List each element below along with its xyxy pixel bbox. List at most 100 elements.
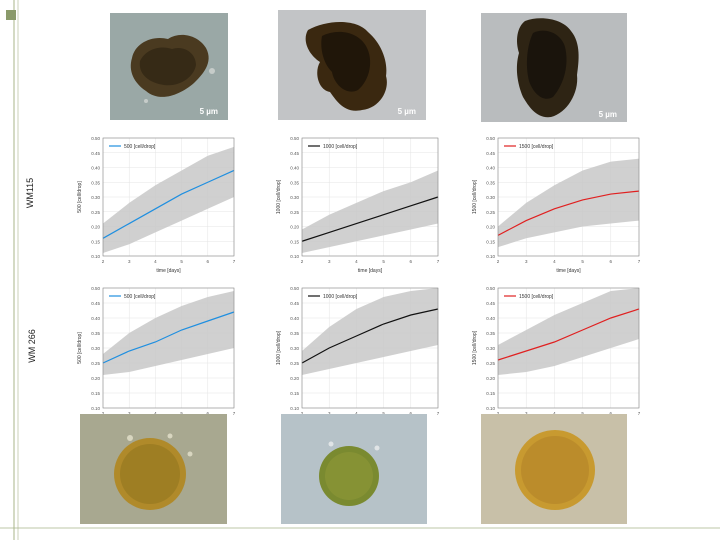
y-tick-label: 0.20 [486, 225, 495, 230]
spheroid-photo-top-3: 5 µm [481, 13, 627, 123]
confidence-band [103, 291, 234, 375]
spheroid-photo-top-2: 5 µm [278, 10, 426, 120]
y-tick-label: 0.35 [290, 180, 299, 185]
series-line [301, 196, 439, 242]
confidence-band [498, 288, 639, 375]
y-tick-label: 0.40 [486, 316, 495, 321]
y-tick-label: 0.35 [91, 180, 100, 185]
y-tick-label: 0.10 [91, 254, 100, 259]
spheroid-photo-bottom-1 [80, 414, 227, 524]
y-tick-label: 0.30 [486, 195, 495, 200]
scale-label: 5 µm [397, 107, 416, 116]
x-tick-label: 6 [207, 411, 210, 416]
y-tick-label: 0.15 [91, 239, 100, 244]
plot-frame [497, 137, 640, 257]
y-tick-label: 0.50 [91, 286, 100, 291]
chart-svg: 0.10 0.15 0.20 0.25 0.30 0.35 0.40 0.45 0.50 2 3 4 5… [77, 136, 236, 274]
y-tick-label: 0.45 [486, 301, 495, 306]
y-axis-label: 1500 [cell/drop] [472, 330, 478, 365]
spheroid-photo-top-1: 5 µm [110, 13, 228, 120]
y-tick-label: 0.40 [290, 316, 299, 321]
spheroid-photo-bottom-3 [481, 414, 627, 524]
x-tick-label: 3 [128, 259, 131, 264]
y-tick-label: 0.45 [290, 151, 299, 156]
y-axis-label: 1500 [cell/drop] [472, 179, 478, 214]
x-tick-label: 7 [233, 411, 236, 416]
confidence-band [498, 158, 639, 248]
x-tick-label: 4 [553, 411, 556, 416]
y-tick-label: 0.25 [91, 361, 100, 366]
growth-chart-wm266-500: 0.10 0.15 0.20 0.25 0.30 0.35 0.40 0.45 0.50 2 3 4 5… [73, 282, 238, 422]
x-tick-label: 3 [328, 411, 331, 416]
y-tick-label: 0.25 [290, 361, 299, 366]
series-line [497, 190, 640, 236]
y-axis-label: 1000 [cell/drop] [276, 179, 282, 214]
x-tick-label: 4 [553, 259, 556, 264]
x-tick-label: 2 [301, 411, 304, 416]
decor-square [6, 10, 16, 20]
x-tick-label: 3 [128, 411, 131, 416]
series-line [102, 311, 235, 364]
y-tick-label: 0.40 [91, 166, 100, 171]
growth-chart-wm115-1000: 0.10 0.15 0.20 0.25 0.30 0.35 0.40 0.45 0.50 2 3 4 5… [272, 132, 442, 282]
x-tick-label: 5 [382, 411, 385, 416]
x-tick-label: 3 [525, 259, 528, 264]
plot-frame [301, 287, 439, 409]
x-tick-label: 4 [355, 411, 358, 416]
y-tick-label: 0.20 [290, 225, 299, 230]
x-tick-label: 6 [610, 411, 613, 416]
plot-frame [301, 137, 439, 257]
legend-label: 500 [cell/drop] [124, 144, 156, 150]
legend: 1000 [cell/drop] [308, 144, 358, 150]
legend: 1000 [cell/drop] [308, 294, 358, 300]
x-tick-label: 6 [410, 259, 413, 264]
y-tick-label: 0.45 [290, 301, 299, 306]
y-tick-label: 0.30 [91, 346, 100, 351]
x-tick-label: 7 [437, 259, 440, 264]
x-tick-label: 3 [525, 411, 528, 416]
y-tick-label: 0.20 [91, 376, 100, 381]
growth-chart-wm115-500: 0.10 0.15 0.20 0.25 0.30 0.35 0.40 0.45 0.50 2 3 4 5… [73, 132, 238, 282]
x-tick-label: 2 [102, 411, 105, 416]
x-tick-label: 6 [410, 411, 413, 416]
x-tick-label: 6 [610, 259, 613, 264]
y-tick-label: 0.50 [91, 136, 100, 141]
x-tick-label: 3 [328, 259, 331, 264]
legend: 500 [cell/drop] [109, 294, 156, 300]
y-tick-label: 0.10 [290, 406, 299, 411]
y-axis-label: 500 [cell/drop] [77, 332, 83, 364]
y-tick-label: 0.50 [290, 286, 299, 291]
x-axis-label: time [days] [358, 268, 383, 274]
legend-label: 1000 [cell/drop] [323, 294, 358, 300]
series-line [497, 308, 640, 361]
legend-label: 1000 [cell/drop] [323, 144, 358, 150]
x-tick-label: 4 [355, 259, 358, 264]
y-tick-label: 0.40 [91, 316, 100, 321]
x-tick-label: 7 [638, 411, 641, 416]
chart-panel: WM115 WM 266 0.10 0.15 0.20 0.25 0.30 0.35 0.4… [25, 122, 655, 459]
y-tick-label: 0.10 [91, 406, 100, 411]
chart-svg: 0.10 0.15 0.20 0.25 0.30 0.35 0.40 0.45 0.50 2 3 4 5… [276, 286, 440, 416]
y-tick-label: 0.35 [486, 331, 495, 336]
x-tick-label: 6 [207, 259, 210, 264]
x-tick-label: 2 [102, 259, 105, 264]
x-tick-label: 2 [497, 411, 500, 416]
growth-chart-wm266-1000: 0.10 0.15 0.20 0.25 0.30 0.35 0.40 0.45 0.50 2 3 4 5… [272, 282, 442, 422]
chart-svg: 0.10 0.15 0.20 0.25 0.30 0.35 0.40 0.45 0.50 2 3 4 5… [472, 286, 641, 416]
plot-frame [497, 287, 640, 409]
y-tick-label: 0.35 [290, 331, 299, 336]
x-tick-label: 7 [437, 411, 440, 416]
growth-chart-wm266-1500: 0.10 0.15 0.20 0.25 0.30 0.35 0.40 0.45 0.50 2 3 4 5… [468, 282, 643, 422]
x-tick-label: 5 [581, 259, 584, 264]
y-tick-label: 0.30 [290, 346, 299, 351]
x-tick-label: 5 [180, 259, 183, 264]
plot-frame [102, 287, 235, 409]
y-tick-label: 0.25 [290, 210, 299, 215]
legend-label: 1500 [cell/drop] [519, 294, 554, 300]
growth-chart-wm115-1500: 0.10 0.15 0.20 0.25 0.30 0.35 0.40 0.45 0.50 2 3 4 5… [468, 132, 643, 282]
x-tick-label: 5 [180, 411, 183, 416]
series-line [301, 308, 439, 364]
legend-label: 500 [cell/drop] [124, 294, 156, 300]
spheroid-photo-bottom-2 [281, 414, 427, 524]
